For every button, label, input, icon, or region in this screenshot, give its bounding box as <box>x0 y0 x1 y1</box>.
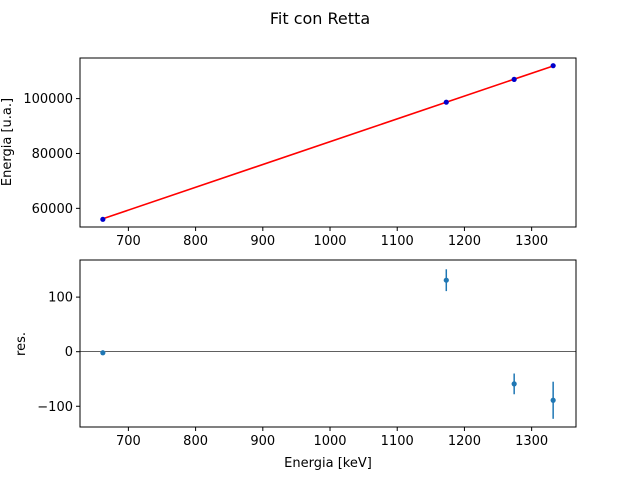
fit-x-tick-label: 1200 <box>448 234 481 249</box>
data-point <box>100 216 106 222</box>
residuals-x-tick-label: 1000 <box>313 434 346 449</box>
fit-x-tick-label: 900 <box>250 234 275 249</box>
residuals-y-tick-label: 100 <box>48 291 73 306</box>
fit-y-axis-label: Energia [u.a.] <box>0 98 15 186</box>
fit-x-tick-label: 700 <box>116 234 141 249</box>
fit-y-ticks: 60000 80000 100000 <box>23 92 80 217</box>
figure-title: Fit con Retta <box>270 9 370 28</box>
fit-y-tick-label: 80000 <box>32 147 73 162</box>
residual-point <box>100 350 106 356</box>
residuals-plot-frame <box>79 259 577 428</box>
residuals-x-tick-label: 700 <box>116 434 141 449</box>
data-point <box>550 63 556 69</box>
residuals-x-tick-label: 800 <box>183 434 208 449</box>
fit-x-ticks: 700 800 900 1000 1100 1200 1300 <box>116 227 548 249</box>
residuals-x-tick-label: 1100 <box>381 434 414 449</box>
fit-y-tick-label: 60000 <box>32 202 73 217</box>
fit-x-tick-label: 1300 <box>515 234 548 249</box>
residuals-x-tick-label: 900 <box>250 434 275 449</box>
data-point <box>443 99 449 105</box>
residuals-y-axis-label: res. <box>14 332 29 356</box>
residuals-x-axis-label: Energia [keV] <box>284 456 372 471</box>
fit-line <box>102 65 554 220</box>
fit-x-tick-label: 1100 <box>381 234 414 249</box>
residuals-y-ticks: 100 0 −100 <box>37 291 80 415</box>
residuals-y-tick-label: 0 <box>65 345 73 360</box>
data-point <box>511 76 517 82</box>
residuals-x-tick-label: 1300 <box>515 434 548 449</box>
residuals-panel: 700 800 900 1000 1100 1200 1300 1000−100 res. … <box>14 259 577 471</box>
residuals-x-tick-label: 1200 <box>448 434 481 449</box>
fit-plot-area <box>100 63 556 222</box>
residuals-y-tick-label: −100 <box>37 400 73 415</box>
fit-x-tick-label: 800 <box>183 234 208 249</box>
residual-point <box>443 277 449 283</box>
fit-panel: 700 800 900 1000 1100 1200 1300 60000 80000 1000… <box>0 57 577 249</box>
residuals-x-ticks: 700 800 900 1000 1100 1200 1300 <box>116 427 548 449</box>
fit-plot-frame <box>79 57 577 228</box>
fit-x-tick-label: 1000 <box>313 234 346 249</box>
residual-point <box>550 397 556 403</box>
residuals-plot-area <box>80 269 576 419</box>
fit-y-tick-label: 100000 <box>23 92 73 107</box>
residual-point <box>511 381 517 387</box>
